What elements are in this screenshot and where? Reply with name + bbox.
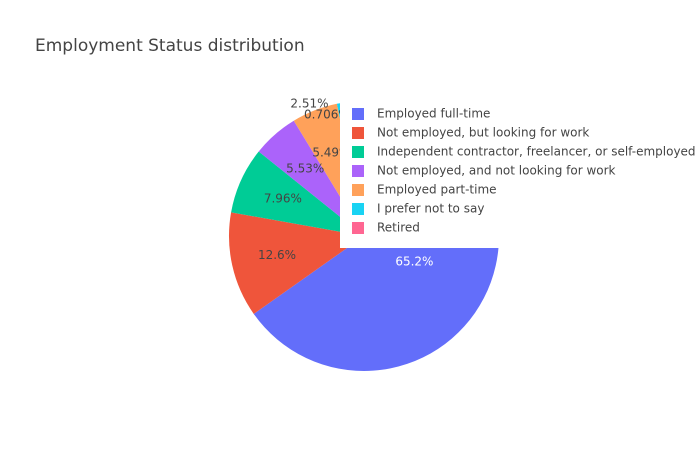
legend-swatch-0[interactable] [352, 108, 364, 120]
legend-label-4[interactable]: Employed part-time [377, 183, 497, 197]
legend-swatch-4[interactable] [352, 184, 364, 196]
pie-slice-2[interactable] [231, 151, 364, 237]
legend: Employed full-time Not employed, but look… [340, 100, 700, 248]
legend-swatch-3[interactable] [352, 165, 364, 177]
slice-label-2: 7.96% [264, 192, 302, 206]
slice-label-1: 12.6% [258, 248, 296, 262]
pie-slice-labels: 65.2%12.6%7.96%5.53%5.49%2.51%0.706% [258, 97, 434, 269]
legend-swatch-6[interactable] [352, 222, 364, 234]
slice-label-0: 65.2% [395, 255, 433, 269]
pie-slice-3[interactable] [258, 120, 364, 236]
legend-background [340, 100, 700, 248]
pie-slice-1[interactable] [229, 212, 364, 314]
slice-label-6: 0.706% [304, 108, 350, 122]
legend-swatch-2[interactable] [352, 146, 364, 158]
slice-label-5: 2.51% [290, 97, 328, 111]
chart-title: Employment Status distribution [35, 36, 305, 56]
legend-label-2[interactable]: Independent contractor, freelancer, or s… [377, 145, 696, 159]
legend-label-1[interactable]: Not employed, but looking for work [377, 126, 589, 140]
slice-label-3: 5.53% [286, 162, 324, 176]
legend-label-5[interactable]: I prefer not to say [377, 202, 484, 216]
legend-label-6[interactable]: Retired [377, 221, 420, 235]
legend-label-0[interactable]: Employed full-time [377, 107, 490, 121]
legend-swatch-5[interactable] [352, 203, 364, 215]
legend-label-3[interactable]: Not employed, and not looking for work [377, 164, 616, 178]
legend-swatch-1[interactable] [352, 127, 364, 139]
